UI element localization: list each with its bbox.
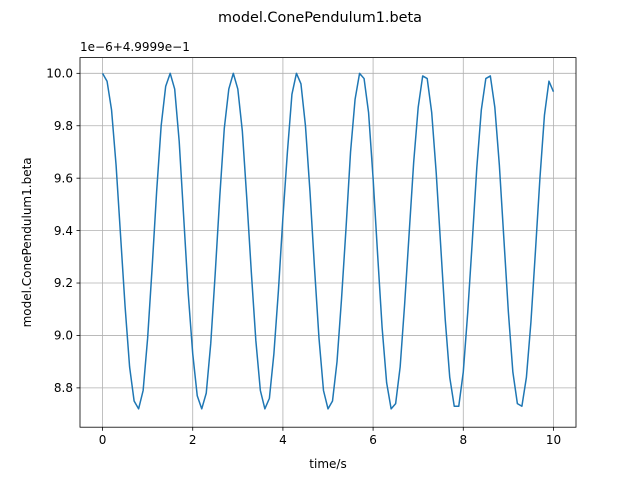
tick-layer: 0 2 4 6 8 10 8.8 9.0 9.2 9.4 9.6 9.8 10.0 xyxy=(46,67,561,448)
y-tick-label: 9.2 xyxy=(54,276,73,290)
x-tick-label: 6 xyxy=(369,433,377,447)
chart-title: model.ConePendulum1.beta xyxy=(218,10,422,26)
y-tick-label: 9.6 xyxy=(54,171,73,185)
plot-frame xyxy=(79,57,577,428)
y-tick-label: 10.0 xyxy=(46,67,73,81)
grid-layer xyxy=(80,57,576,428)
x-axis-label: time/s xyxy=(309,457,346,471)
x-tick-label: 4 xyxy=(279,433,287,447)
x-tick-label: 8 xyxy=(459,433,467,447)
series-line xyxy=(101,72,555,410)
y-offset-label: 1e−6+4.9999e−1 xyxy=(80,40,190,54)
x-tick-label: 10 xyxy=(546,433,561,447)
y-tick-label: 8.8 xyxy=(54,381,73,395)
y-axis-label: model.ConePendulum1.beta xyxy=(20,157,34,327)
x-tick-label: 0 xyxy=(99,433,107,447)
x-tick-label: 2 xyxy=(189,433,197,447)
y-tick-label: 9.8 xyxy=(54,119,73,133)
y-tick-label: 9.4 xyxy=(54,224,73,238)
series-layer xyxy=(101,72,555,410)
y-tick-label: 9.0 xyxy=(54,329,73,343)
